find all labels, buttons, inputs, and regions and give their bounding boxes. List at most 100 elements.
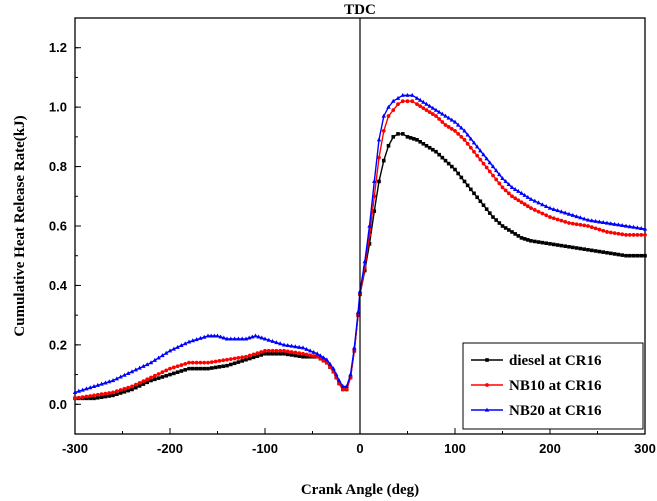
series-point (137, 380, 142, 385)
x-tick-label: 100 (444, 441, 466, 456)
series-point (540, 202, 545, 207)
series-point (179, 343, 184, 348)
series-point (455, 122, 461, 127)
series-point (612, 231, 617, 236)
series-point (307, 348, 313, 353)
series-point (563, 244, 567, 249)
series-point (341, 387, 345, 392)
series-point (367, 242, 372, 246)
series-point (137, 365, 142, 370)
series-point (377, 179, 381, 184)
series-point (437, 152, 441, 157)
series-point (92, 396, 96, 401)
series-point (462, 128, 467, 133)
series-point (103, 391, 108, 396)
y-tick-label: 0.4 (49, 278, 68, 293)
series-point (578, 222, 583, 227)
series-point (427, 103, 432, 108)
series-point (574, 222, 579, 227)
series-point (194, 366, 199, 371)
legend-label: NB10 at CR16 (509, 378, 602, 394)
series-point (503, 226, 508, 230)
series-point (513, 196, 518, 201)
series-point (494, 218, 498, 222)
series-point (391, 135, 396, 139)
series-point (171, 365, 176, 370)
series-point (175, 370, 180, 374)
series-point (440, 120, 445, 124)
series-point (540, 211, 545, 216)
series-point (544, 241, 548, 246)
series-point (488, 211, 492, 215)
series-point (605, 250, 609, 255)
series-point (236, 336, 241, 341)
series-point (172, 371, 176, 376)
series-point (601, 228, 606, 233)
series-point (410, 99, 415, 104)
series-point (509, 184, 515, 189)
series-point (293, 350, 298, 355)
series-point (126, 388, 130, 393)
series-point (130, 384, 134, 389)
series-point (137, 384, 142, 388)
series-point (236, 360, 241, 364)
series-point (228, 336, 233, 341)
series-point (270, 338, 275, 343)
legend-label: diesel at CR16 (509, 353, 602, 369)
series-point (555, 243, 560, 247)
series-point (362, 259, 367, 264)
series-point (156, 372, 161, 376)
series-point (446, 125, 451, 129)
series-point (156, 376, 161, 380)
series-point (160, 353, 165, 358)
series-point (434, 149, 438, 154)
legend-marker (484, 407, 490, 412)
series-point (198, 366, 203, 371)
series-point (484, 207, 489, 211)
series-point (210, 366, 214, 370)
series-point (232, 336, 237, 341)
y-tick-label: 0.0 (49, 397, 67, 412)
series-point (251, 355, 256, 360)
series-point (217, 365, 222, 369)
series-point (149, 375, 153, 380)
series-point (500, 176, 505, 181)
series-point (129, 369, 135, 374)
series-point (221, 335, 227, 340)
series-point (281, 342, 287, 347)
series-2 (72, 92, 648, 394)
series-point (427, 145, 432, 150)
series-point (266, 348, 271, 353)
series-point (160, 375, 165, 379)
series-point (604, 220, 610, 225)
series-point (221, 364, 225, 369)
series-point (540, 240, 545, 245)
legend-item: NB10 at CR16 (471, 378, 602, 394)
series-point (415, 138, 419, 142)
y-tick-label: 0.2 (49, 337, 67, 352)
series-point (574, 214, 579, 219)
series-point (548, 242, 552, 246)
series-point (153, 377, 157, 382)
series-point (340, 384, 346, 389)
series-point (475, 195, 479, 200)
series-point (367, 223, 372, 228)
series-point (559, 218, 564, 223)
series-point (465, 183, 470, 188)
series-point (434, 114, 438, 118)
series-point (446, 115, 451, 120)
series-point (494, 177, 499, 182)
series-point (503, 179, 508, 184)
series-point (563, 219, 568, 224)
series-point (348, 372, 353, 377)
series-point (240, 355, 245, 360)
series-point (311, 354, 316, 358)
series-point (244, 357, 248, 362)
series-point (608, 230, 613, 235)
series-point (99, 392, 104, 397)
series-point (278, 348, 283, 353)
series-point (412, 137, 416, 141)
series-point (179, 369, 184, 373)
series-point (311, 349, 316, 354)
series-point (396, 132, 400, 136)
